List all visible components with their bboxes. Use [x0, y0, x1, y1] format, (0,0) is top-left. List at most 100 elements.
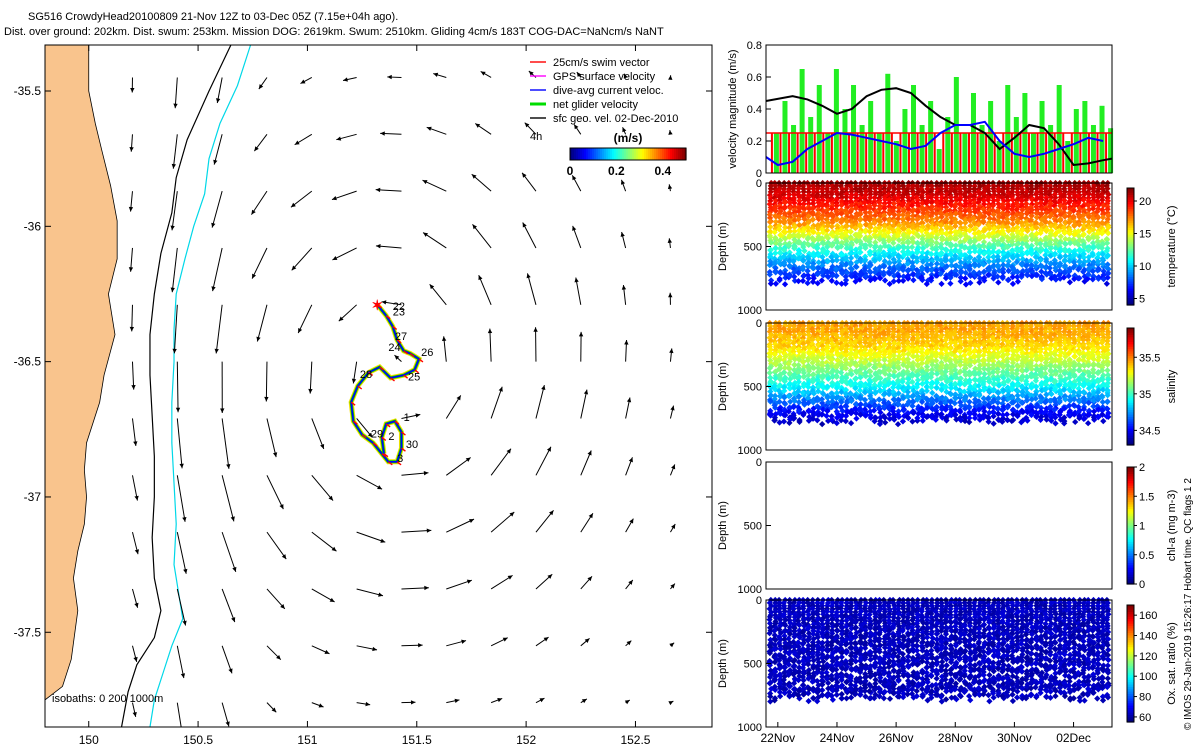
- current-arrow-head: [133, 657, 137, 662]
- net-velocity-bar: [817, 85, 822, 173]
- current-arrow-shaft: [536, 447, 551, 476]
- current-arrow-head: [173, 104, 177, 109]
- velocity-y-label: velocity magnitude (m/s): [727, 49, 739, 168]
- time-scale-label: 4h: [530, 131, 542, 143]
- current-arrow-head: [670, 406, 674, 411]
- current-arrow-shaft: [298, 305, 312, 333]
- current-arrow-shaft: [222, 532, 236, 572]
- legend-entry: GPS surface velocity: [553, 71, 656, 83]
- net-velocity-bar: [920, 125, 925, 173]
- current-arrow-shaft: [491, 449, 511, 476]
- data-point: [1004, 411, 1010, 417]
- current-arrow-head: [179, 727, 183, 732]
- current-arrow-head: [129, 207, 133, 212]
- current-arrow-head: [424, 586, 429, 590]
- current-arrow-head: [183, 569, 187, 574]
- current-arrow-shaft: [446, 519, 474, 532]
- colorbar-tick-label: 5: [1139, 294, 1145, 306]
- section-y-tick-label: 0: [756, 178, 762, 190]
- velocity-y-tick-label: 0.2: [747, 136, 762, 148]
- data-point: [938, 281, 944, 287]
- current-arrow-head: [343, 77, 348, 81]
- data-point: [909, 244, 915, 250]
- map-x-tick-label: 151.5: [402, 733, 432, 747]
- current-arrow-head: [176, 408, 180, 413]
- current-arrow-head: [499, 387, 503, 392]
- current-arrow-head: [273, 452, 277, 457]
- net-velocity-bar: [774, 133, 779, 173]
- current-arrow-head: [574, 278, 578, 283]
- current-arrow-head: [668, 701, 673, 705]
- current-arrow-head: [308, 389, 312, 394]
- current-arrow-head: [533, 327, 537, 332]
- current-arrow-head: [133, 712, 137, 717]
- current-arrow-shaft: [491, 387, 502, 419]
- current-arrow-head: [365, 702, 370, 706]
- current-arrow-head: [507, 449, 511, 454]
- net-velocity-bar: [962, 133, 967, 173]
- current-arrow-head: [332, 196, 337, 200]
- net-velocity-bar: [1057, 85, 1062, 173]
- current-arrow-shaft: [177, 646, 184, 678]
- data-point: [782, 281, 788, 287]
- day-label: 30: [406, 439, 418, 451]
- land-polygon: [45, 45, 117, 727]
- colorbar-tick-label: 0.2: [608, 164, 625, 178]
- current-arrow-shaft: [536, 385, 544, 418]
- data-point: [909, 418, 915, 424]
- current-arrow-head: [182, 517, 186, 522]
- current-arrow-head: [488, 329, 492, 334]
- day-label: 29: [371, 428, 383, 440]
- data-point: [900, 418, 906, 424]
- data-point: [843, 418, 849, 424]
- map-x-tick-label: 150.5: [183, 733, 213, 747]
- current-arrow-head: [264, 397, 268, 402]
- day-label: 25: [408, 372, 420, 384]
- current-arrow-head: [216, 98, 220, 103]
- current-arrow-shaft: [222, 589, 235, 622]
- current-arrow-shaft: [479, 275, 491, 305]
- current-arrow-shaft: [172, 248, 177, 292]
- data-point: [882, 419, 888, 425]
- net-velocity-bar: [902, 109, 907, 173]
- map-y-tick-label: -36: [24, 219, 42, 233]
- net-velocity-bar: [851, 85, 856, 173]
- net-velocity-bar: [834, 69, 839, 173]
- current-arrow-head: [256, 337, 260, 342]
- current-arrow-shaft: [177, 703, 182, 732]
- current-arrow-shaft: [310, 362, 312, 394]
- current-arrow-head: [455, 699, 460, 703]
- current-arrow-head: [668, 293, 672, 298]
- net-velocity-bar: [1040, 101, 1045, 173]
- net-velocity-bar: [937, 149, 942, 173]
- current-arrow-head: [131, 385, 135, 390]
- day-label: 24: [388, 342, 400, 354]
- current-arrow-head: [380, 131, 385, 135]
- current-arrow-shaft: [177, 362, 178, 413]
- current-arrow-shaft: [222, 475, 234, 521]
- current-arrow-shaft: [266, 362, 267, 402]
- data-point: [1005, 277, 1011, 283]
- net-velocity-bar: [808, 117, 813, 173]
- current-arrow-head: [627, 398, 631, 403]
- current-arrow-head: [376, 244, 381, 248]
- colorbar-label: temperature (°C): [1166, 205, 1178, 287]
- current-arrow-head: [213, 160, 217, 165]
- day-label: 3: [397, 453, 403, 465]
- net-velocity-bar: [1082, 101, 1087, 173]
- data-point: [962, 275, 968, 281]
- day-label: 23: [393, 307, 405, 319]
- data-point: [914, 258, 920, 264]
- current-arrow-head: [544, 637, 549, 641]
- data-point: [991, 420, 997, 426]
- data-point: [985, 419, 991, 425]
- colorbar-tick-label: 15: [1139, 229, 1151, 241]
- current-arrow-head: [541, 385, 545, 390]
- net-velocity-bar: [1074, 109, 1079, 173]
- current-arrow-head: [668, 130, 672, 135]
- data-point: [781, 418, 787, 424]
- map-y-tick-label: -35.5: [14, 84, 42, 98]
- current-arrow-shaft: [213, 248, 223, 291]
